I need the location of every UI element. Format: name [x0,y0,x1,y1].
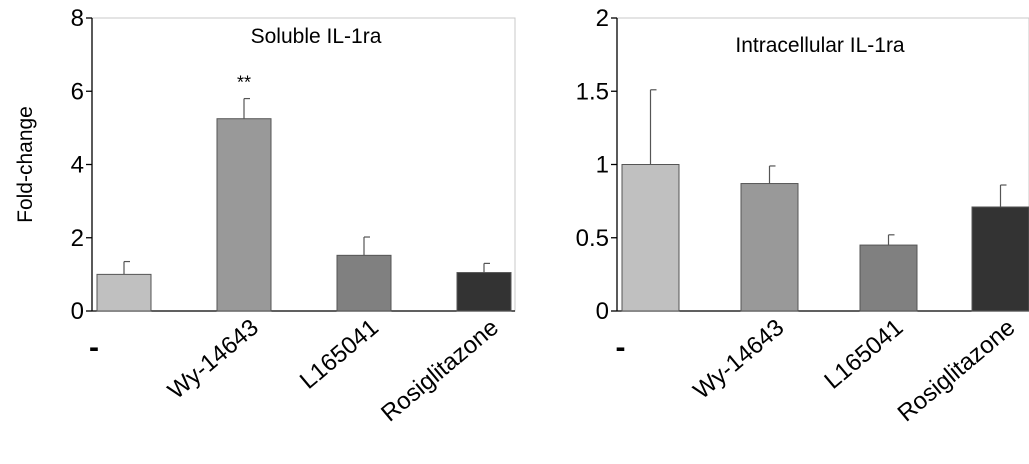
y-tick-label: 2 [71,225,84,252]
chart-title: Soluble IL-1ra [251,25,382,48]
bar [336,254,392,312]
y-tick-label: 1 [596,152,609,179]
x-tick-label: Wy-14643 [688,314,789,405]
bar [740,183,799,312]
chart-soluble-il1ra: 0 2 4 6 8 Soluble IL-1ra Fold-change - ** Wy-1464… [14,5,516,427]
x-tick-label: Wy-14643 [163,314,264,405]
bar [621,164,680,312]
y-tick-label: 4 [71,152,84,179]
bar [216,118,272,312]
x-tick-label: - [616,331,626,364]
chart-intracellular-il1ra: 0 0.5 1 1.5 2 Intracellular IL-1ra - Wy-14643 L1… [576,5,1029,427]
bar [456,272,512,312]
bar [971,206,1029,312]
y-tick-label: 0 [71,298,84,325]
x-tick-label: Rosiglitazone [376,314,504,427]
x-tick-label: L165041 [819,314,908,395]
x-tick-label: - [89,331,99,364]
y-tick-label: 0 [596,298,609,325]
plot-frame [91,17,516,312]
y-axis-label: Fold-change [14,106,37,223]
y-tick-label: 8 [71,5,84,32]
y-tick-label: 2 [596,5,609,32]
significance-label: ** [237,73,251,93]
x-tick-label: Rosiglitazone [893,314,1021,427]
bar [859,244,918,312]
y-tick-label: 1.5 [576,78,609,105]
x-tick-label: L165041 [295,314,384,395]
chart-title: Intracellular IL-1ra [735,34,905,57]
bar [96,273,152,312]
y-tick-label: 6 [71,78,84,105]
y-tick-label: 0.5 [576,225,609,252]
